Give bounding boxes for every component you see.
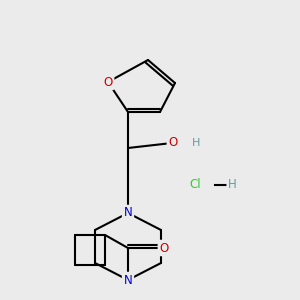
Text: O: O — [168, 136, 178, 149]
Text: H: H — [228, 178, 236, 191]
Text: N: N — [124, 274, 132, 286]
Text: N: N — [124, 206, 132, 220]
Text: Cl: Cl — [189, 178, 201, 191]
Text: O: O — [159, 242, 169, 254]
Text: O: O — [103, 76, 112, 88]
Text: H: H — [192, 138, 200, 148]
